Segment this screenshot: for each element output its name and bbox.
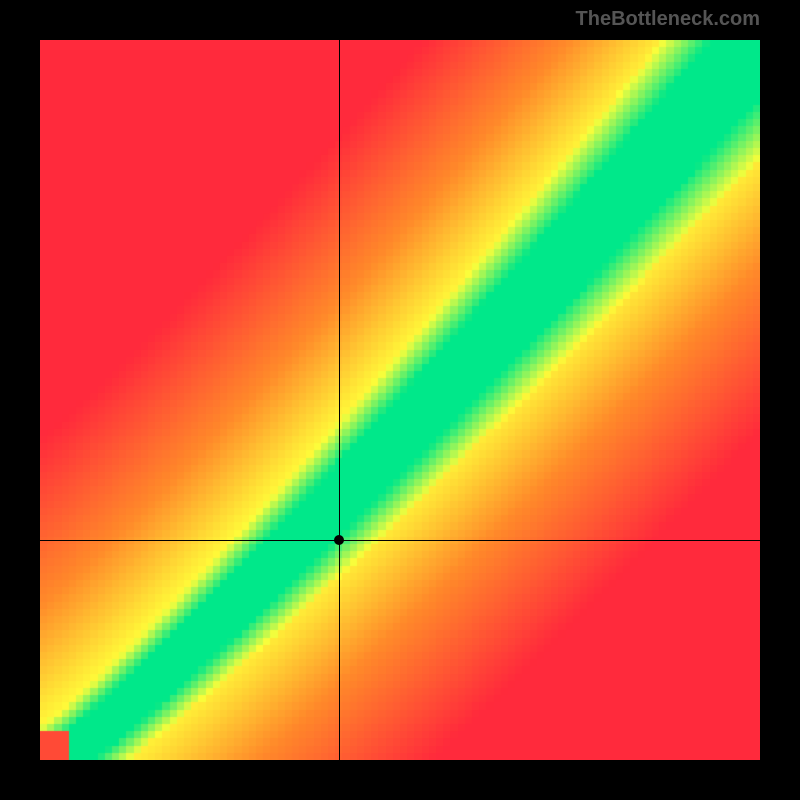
heatmap-plot xyxy=(40,40,760,760)
heatmap-canvas xyxy=(40,40,760,760)
watermark-text: TheBottleneck.com xyxy=(576,8,760,31)
